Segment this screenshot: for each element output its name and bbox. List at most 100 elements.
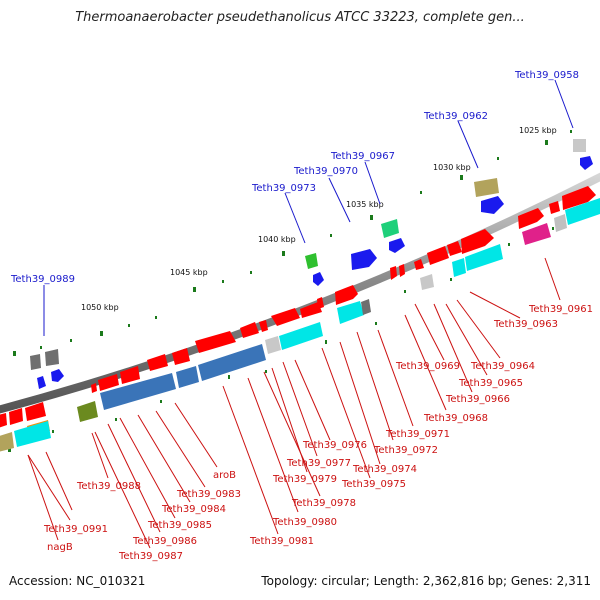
gene-label[interactable]: aroB bbox=[213, 470, 236, 481]
gene-label[interactable]: Teth39_0983 bbox=[176, 489, 241, 500]
gene-label[interactable]: Teth39_0969 bbox=[395, 361, 460, 372]
gene-red[interactable] bbox=[447, 241, 462, 256]
gene-label[interactable]: Teth39_0971 bbox=[385, 429, 450, 440]
gene-red[interactable] bbox=[414, 259, 424, 270]
gene-teth39-0989c[interactable] bbox=[37, 376, 46, 389]
gene-red[interactable] bbox=[562, 186, 596, 210]
gene-label[interactable]: Teth39_0984 bbox=[161, 504, 226, 515]
inner-genes-secondary[interactable] bbox=[0, 198, 600, 452]
gene-cyan[interactable] bbox=[337, 301, 364, 324]
gene-steelblue[interactable] bbox=[100, 373, 176, 410]
gene-label[interactable]: Teth39_0975 bbox=[341, 479, 406, 490]
gene-red[interactable] bbox=[120, 366, 140, 384]
gene-red[interactable] bbox=[147, 354, 168, 371]
gene-gray[interactable] bbox=[420, 274, 434, 290]
scale-tick bbox=[40, 346, 42, 349]
gene-label[interactable]: Teth39_0978 bbox=[291, 498, 356, 509]
gene-label[interactable]: Teth39_0986 bbox=[132, 536, 197, 547]
gene-label[interactable]: Teth39_0989 bbox=[10, 274, 75, 285]
gene-label[interactable]: Teth39_0987 bbox=[118, 551, 183, 562]
scale-tick bbox=[70, 339, 72, 342]
gene-red[interactable] bbox=[461, 229, 494, 254]
gene-red[interactable] bbox=[427, 246, 449, 265]
gene-label[interactable]: Teth39_0991 bbox=[43, 524, 108, 535]
gene-red[interactable] bbox=[300, 302, 322, 318]
gene-cyan[interactable] bbox=[465, 244, 503, 271]
gene-label[interactable]: nagB bbox=[47, 542, 73, 553]
gene-olive[interactable] bbox=[77, 401, 98, 422]
scale-tick bbox=[545, 140, 548, 145]
inner-genes-red[interactable] bbox=[0, 186, 596, 429]
gene-label[interactable]: Teth39_0985 bbox=[147, 520, 212, 531]
scale-tick bbox=[193, 287, 196, 292]
gene-red[interactable] bbox=[195, 331, 236, 353]
gene-label[interactable]: Teth39_0961 bbox=[528, 304, 593, 315]
gene-teth39-0989[interactable] bbox=[30, 354, 41, 370]
gene-teth39-0962[interactable] bbox=[474, 178, 499, 197]
gene-cyan[interactable] bbox=[279, 322, 323, 350]
outer-genes[interactable] bbox=[30, 139, 593, 389]
gene-red[interactable] bbox=[25, 402, 46, 421]
gene-red[interactable] bbox=[91, 383, 97, 393]
inner-tick bbox=[450, 278, 452, 281]
gene-khaki[interactable] bbox=[0, 432, 14, 452]
scale-tick bbox=[128, 324, 130, 327]
gene-red[interactable] bbox=[335, 285, 358, 305]
gene-red[interactable] bbox=[240, 322, 259, 338]
gene-label[interactable]: Teth39_0963 bbox=[493, 319, 558, 330]
gene-gray[interactable] bbox=[554, 214, 567, 232]
scale-tick bbox=[100, 331, 103, 336]
gene-teth39-0973b[interactable] bbox=[313, 272, 324, 286]
gene-label[interactable]: Teth39_0958 bbox=[514, 70, 579, 81]
gene-teth39-0973[interactable] bbox=[305, 253, 318, 269]
gene-label[interactable]: Teth39_0979 bbox=[272, 474, 337, 485]
gene-label[interactable]: Teth39_0972 bbox=[373, 445, 438, 456]
gene-magenta[interactable] bbox=[522, 223, 551, 245]
connector-line bbox=[328, 177, 351, 223]
gene-label[interactable]: Teth39_0981 bbox=[249, 536, 314, 547]
gene-label[interactable]: Teth39_0980 bbox=[272, 517, 337, 528]
gene-gray[interactable] bbox=[361, 299, 371, 315]
gene-red[interactable] bbox=[98, 374, 119, 391]
gene-teth39-0989d[interactable] bbox=[51, 369, 64, 382]
gene-teth39-0989b[interactable] bbox=[45, 349, 59, 366]
gene-label[interactable]: Teth39_0976 bbox=[302, 440, 367, 451]
gene-red[interactable] bbox=[271, 308, 300, 326]
gene-label[interactable]: Teth39_0965 bbox=[458, 378, 523, 389]
gene-label[interactable]: Teth39_0964 bbox=[470, 361, 535, 372]
gene-cyan[interactable] bbox=[14, 421, 51, 447]
gene-teth39-0967b[interactable] bbox=[389, 238, 405, 253]
gene-label[interactable]: Teth39_0962 bbox=[423, 111, 488, 122]
connector-line bbox=[414, 303, 445, 361]
gene-teth39-0962b[interactable] bbox=[481, 196, 504, 214]
gene-label[interactable]: Teth39_0967 bbox=[330, 151, 395, 162]
gene-red[interactable] bbox=[172, 348, 190, 365]
gene-cyan[interactable] bbox=[565, 198, 600, 225]
gene-teth39-0958b[interactable] bbox=[580, 156, 593, 170]
gene-red[interactable] bbox=[549, 201, 560, 214]
connector-line bbox=[27, 454, 71, 521]
scale-tick bbox=[497, 157, 499, 160]
gene-teth39-0958[interactable] bbox=[573, 139, 586, 152]
gene-red[interactable] bbox=[518, 208, 544, 229]
gene-label[interactable]: Teth39_0966 bbox=[445, 394, 510, 405]
gene-steelblue[interactable] bbox=[198, 344, 266, 381]
gene-label[interactable]: Teth39_0973 bbox=[251, 183, 316, 194]
gene-label[interactable]: Teth39_0968 bbox=[423, 413, 488, 424]
gene-label[interactable]: Teth39_0988 bbox=[76, 481, 141, 492]
gene-red[interactable] bbox=[9, 408, 23, 425]
gene-teth39-0967[interactable] bbox=[381, 219, 399, 238]
gene-red[interactable] bbox=[399, 264, 405, 277]
gene-cyan[interactable] bbox=[452, 258, 466, 277]
gene-gray[interactable] bbox=[265, 336, 281, 354]
gene-label[interactable]: Teth39_0974 bbox=[352, 464, 417, 475]
gene-red[interactable] bbox=[0, 413, 7, 429]
gene-red[interactable] bbox=[259, 320, 268, 332]
connector-line bbox=[445, 303, 488, 376]
gene-teth39-0970[interactable] bbox=[351, 249, 377, 270]
gene-label[interactable]: Teth39_0977 bbox=[286, 458, 351, 469]
gene-steelblue[interactable] bbox=[176, 366, 199, 388]
gene-red[interactable] bbox=[390, 266, 397, 280]
gene-label[interactable]: Teth39_0970 bbox=[293, 166, 358, 177]
